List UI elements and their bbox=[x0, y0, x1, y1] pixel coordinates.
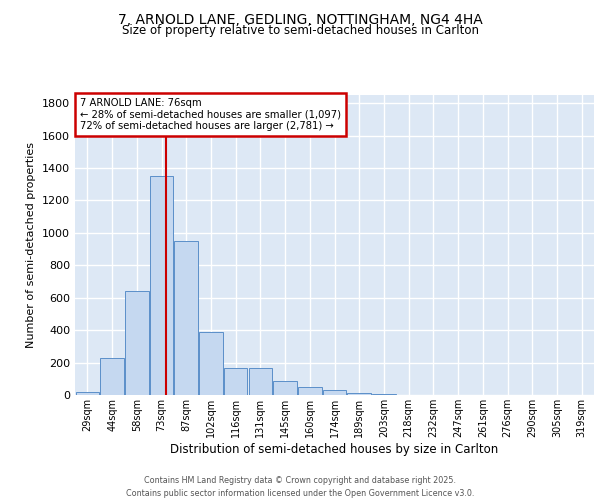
Bar bbox=[274, 381, 297, 395]
Bar bbox=[323, 390, 346, 395]
Bar bbox=[150, 176, 173, 395]
Text: 7, ARNOLD LANE, GEDLING, NOTTINGHAM, NG4 4HA: 7, ARNOLD LANE, GEDLING, NOTTINGHAM, NG4… bbox=[118, 12, 482, 26]
Bar bbox=[347, 393, 371, 395]
Bar bbox=[100, 358, 124, 395]
Bar bbox=[76, 392, 99, 395]
Text: Size of property relative to semi-detached houses in Carlton: Size of property relative to semi-detach… bbox=[121, 24, 479, 37]
X-axis label: Distribution of semi-detached houses by size in Carlton: Distribution of semi-detached houses by … bbox=[170, 442, 499, 456]
Bar bbox=[248, 368, 272, 395]
Bar bbox=[199, 332, 223, 395]
Y-axis label: Number of semi-detached properties: Number of semi-detached properties bbox=[26, 142, 37, 348]
Bar bbox=[125, 291, 149, 395]
Bar bbox=[224, 368, 247, 395]
Bar bbox=[175, 241, 198, 395]
Text: Contains HM Land Registry data © Crown copyright and database right 2025.
Contai: Contains HM Land Registry data © Crown c… bbox=[126, 476, 474, 498]
Bar bbox=[372, 394, 395, 395]
Text: 7 ARNOLD LANE: 76sqm
← 28% of semi-detached houses are smaller (1,097)
72% of se: 7 ARNOLD LANE: 76sqm ← 28% of semi-detac… bbox=[80, 98, 341, 131]
Bar bbox=[298, 387, 322, 395]
